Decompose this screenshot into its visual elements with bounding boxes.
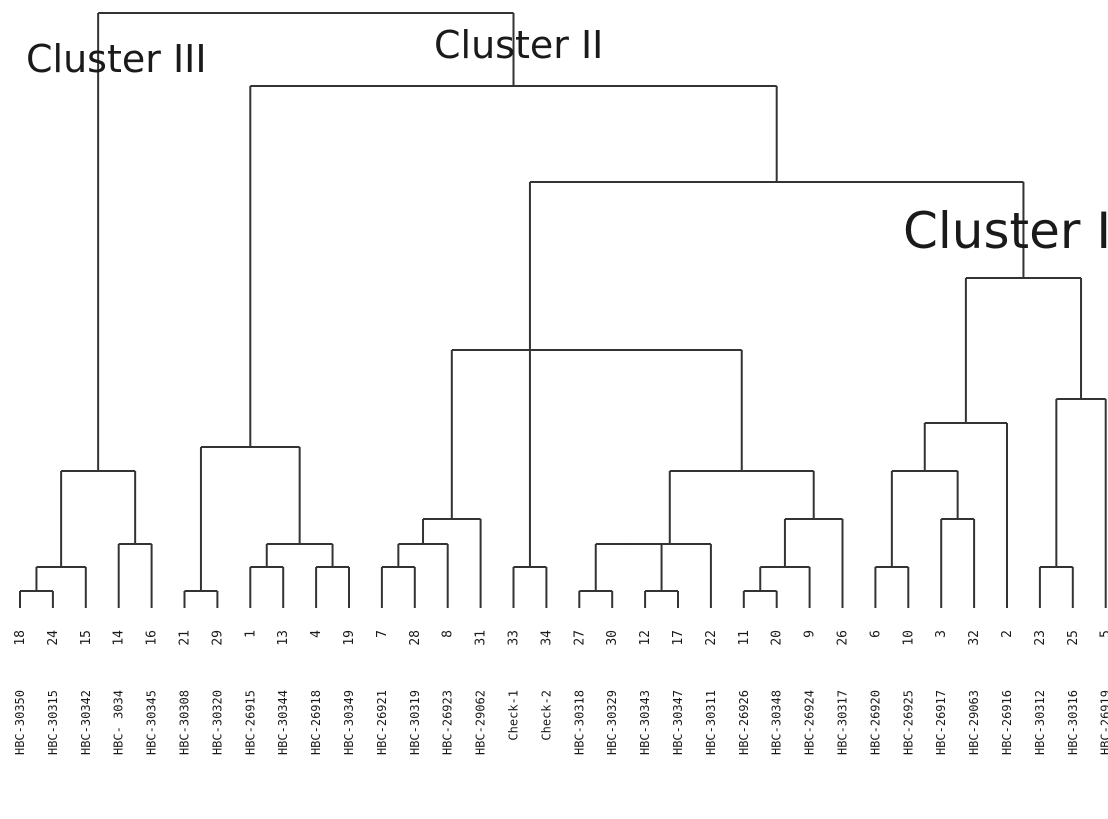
- leaf-accession-label: HBC- 3034: [112, 690, 126, 755]
- leaf-number: 21: [178, 630, 193, 646]
- leaf-number: 31: [474, 630, 489, 646]
- leaf-accession-label: HBC-26926: [737, 690, 751, 755]
- leaf-number: 10: [901, 630, 916, 646]
- leaf-number: 7: [375, 630, 390, 638]
- leaf-accession-label: HBC-26918: [309, 690, 323, 755]
- leaf-number: 23: [1033, 630, 1048, 646]
- leaf-accession-label: HBC-30347: [671, 690, 685, 755]
- leaf-number: 24: [46, 630, 61, 646]
- leaf-accession-label: HBC-30329: [605, 690, 619, 755]
- leaf-number: 28: [408, 630, 423, 646]
- leaf-number: 18: [13, 630, 28, 646]
- leaf-accession-label: HBC-30344: [276, 690, 290, 755]
- leaf-number: 15: [79, 630, 94, 646]
- leaf-number: 6: [868, 630, 883, 638]
- cluster-iii-label: Cluster III: [26, 37, 207, 81]
- leaf-accession-label: HBC-30318: [572, 690, 586, 755]
- leaf-number: 1: [243, 630, 258, 638]
- leaf-accession-label: HBC-30320: [210, 690, 224, 755]
- leaf-accession-label: HBC-30343: [638, 690, 652, 755]
- leaf-accession-label: HBC-26921: [375, 690, 389, 755]
- leaf-accession-label: HBC-30319: [408, 690, 422, 755]
- leaf-number: 20: [770, 630, 785, 646]
- leaf-number: 26: [836, 630, 851, 646]
- cluster-i-label: Cluster I: [903, 202, 1108, 260]
- leaf-number: 8: [441, 630, 456, 638]
- leaf-number: 13: [276, 630, 291, 646]
- leaf-number: 16: [145, 630, 160, 646]
- leaf-accession-label: Check-2: [539, 690, 553, 741]
- leaf-accession-label: HBC-26925: [901, 690, 915, 755]
- leaf-accession-label: HBC-30349: [342, 690, 356, 755]
- leaf-number: 33: [507, 630, 522, 646]
- leaf-accession-label: HBC-26924: [803, 690, 817, 755]
- leaf-number: 9: [803, 630, 818, 638]
- leaf-accession-label: HBC-26923: [441, 690, 455, 755]
- leaf-number: 12: [638, 630, 653, 646]
- leaf-accession-label: HBC-30311: [704, 690, 718, 755]
- leaf-accession-label: HBC-30342: [79, 690, 93, 755]
- leaf-accession-label: HBC-26916: [1000, 690, 1014, 755]
- leaf-number: 4: [309, 630, 324, 638]
- leaf-number: 22: [704, 630, 719, 646]
- leaf-accession-label: HBC-26920: [868, 690, 882, 755]
- leaf-accession-label: HBC-26917: [934, 690, 948, 755]
- cluster-ii-label: Cluster II: [434, 23, 604, 67]
- leaf-accession-label: HBC-30345: [145, 690, 159, 755]
- leaf-number: 30: [605, 630, 620, 646]
- leaf-number: 32: [967, 630, 982, 646]
- leaf-number: 2: [1000, 630, 1015, 638]
- leaf-number: 25: [1066, 630, 1081, 646]
- leaf-accession-label: HBC-29062: [474, 690, 488, 755]
- leaf-accession-label: HBC-30308: [178, 690, 192, 755]
- leaf-accession-label: HBC-26919: [1099, 690, 1108, 755]
- leaf-accession-label: HBC-30348: [770, 690, 784, 755]
- leaf-accession-label: HBC-30316: [1066, 690, 1080, 755]
- leaf-accession-label: HBC-30315: [46, 690, 60, 755]
- leaf-number: 11: [737, 630, 752, 646]
- leaf-number: 27: [572, 630, 587, 646]
- leaf-number: 29: [210, 630, 225, 646]
- leaf-accession-label: Check-1: [507, 690, 521, 741]
- leaf-number: 5: [1099, 630, 1108, 638]
- leaf-number: 19: [342, 630, 357, 646]
- leaf-number: 34: [539, 630, 554, 646]
- leaf-accession-label: HBC-30312: [1033, 690, 1047, 755]
- leaf-accession-label: HBC-26915: [243, 690, 257, 755]
- leaf-accession-label: HBC-29063: [967, 690, 981, 755]
- leaf-accession-label: HBC-30317: [836, 690, 850, 755]
- leaf-number: 17: [671, 630, 686, 646]
- leaf-accession-label: HBC-30350: [13, 690, 27, 755]
- leaf-number: 3: [934, 630, 949, 638]
- leaf-number: 14: [112, 630, 127, 646]
